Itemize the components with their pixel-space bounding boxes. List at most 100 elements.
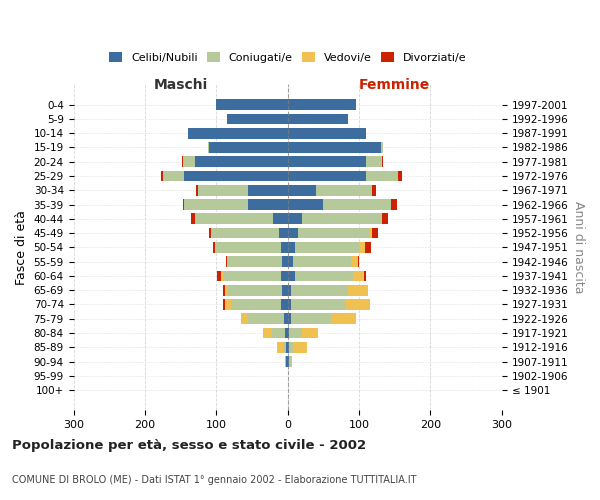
Bar [366,170,398,181]
Bar [208,142,209,153]
Bar [298,228,370,238]
Bar [323,199,391,210]
Bar [316,185,372,196]
Bar [282,256,287,267]
Bar [248,185,287,196]
Bar [182,156,183,167]
Bar [370,228,372,238]
Bar [287,185,316,196]
Bar [295,242,359,252]
Bar [287,128,366,138]
Bar [272,328,285,338]
Bar [215,242,217,252]
Bar [287,314,291,324]
Bar [345,299,370,310]
Y-axis label: Anni di nascita: Anni di nascita [572,201,585,294]
Bar [248,199,287,210]
Bar [285,356,286,367]
Bar [365,242,371,252]
Y-axis label: Fasce di età: Fasce di età [15,210,28,285]
Bar [380,156,382,167]
Bar [302,328,317,338]
Bar [372,185,376,196]
Bar [287,256,293,267]
Bar [287,285,291,296]
Bar [289,342,293,352]
Bar [183,199,184,210]
Bar [287,299,291,310]
Bar [225,299,230,310]
Bar [287,356,289,367]
Bar [282,285,287,296]
Bar [209,142,287,153]
Bar [274,214,287,224]
Bar [281,270,287,281]
Bar [289,328,302,338]
Bar [287,270,295,281]
Bar [184,156,195,167]
Bar [291,299,345,310]
Bar [287,199,323,210]
Bar [302,214,380,224]
Bar [163,170,184,181]
Bar [223,270,281,281]
Bar [196,185,199,196]
Bar [161,170,163,181]
Bar [229,285,282,296]
Bar [382,156,383,167]
Bar [366,156,380,167]
Bar [209,228,211,238]
Bar [287,100,356,110]
Bar [350,256,358,267]
Bar [291,314,331,324]
Bar [398,170,402,181]
Bar [223,299,225,310]
Bar [295,270,353,281]
Bar [291,285,349,296]
Bar [349,285,368,296]
Bar [358,256,359,267]
Bar [287,342,289,352]
Bar [223,285,225,296]
Bar [225,285,229,296]
Bar [227,114,287,124]
Bar [184,199,248,210]
Bar [283,342,286,352]
Bar [287,228,298,238]
Bar [281,299,287,310]
Bar [380,142,383,153]
Bar [287,242,295,252]
Bar [391,199,397,210]
Bar [284,314,287,324]
Bar [293,256,350,267]
Bar [221,270,223,281]
Bar [331,314,356,324]
Bar [286,342,287,352]
Bar [364,270,365,281]
Bar [230,299,281,310]
Bar [382,214,388,224]
Bar [241,314,248,324]
Bar [277,342,283,352]
Bar [380,214,382,224]
Bar [217,242,281,252]
Bar [217,100,287,110]
Bar [359,242,365,252]
Bar [372,228,377,238]
Bar [183,156,184,167]
Bar [289,356,290,367]
Bar [263,328,272,338]
Bar [285,328,287,338]
Bar [188,128,287,138]
Bar [195,214,274,224]
Bar [279,228,287,238]
Bar [195,156,287,167]
Bar [184,170,287,181]
Text: Femmine: Femmine [359,78,430,92]
Bar [191,214,195,224]
Text: Popolazione per età, sesso e stato civile - 2002: Popolazione per età, sesso e stato civil… [12,440,366,452]
Bar [226,256,227,267]
Bar [287,170,366,181]
Bar [287,214,302,224]
Bar [227,256,229,267]
